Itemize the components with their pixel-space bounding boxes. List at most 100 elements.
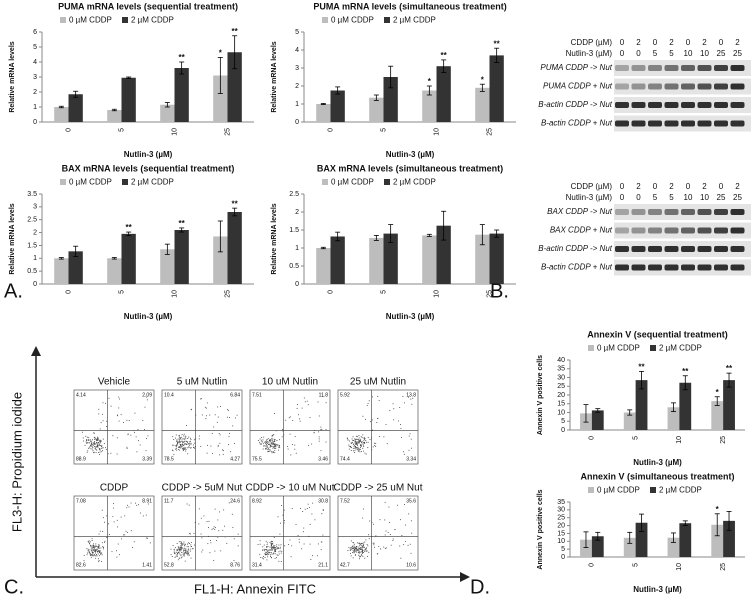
event-dot: [182, 447, 184, 449]
event-dot: [276, 557, 277, 559]
event-dot: [359, 448, 361, 450]
bar: [679, 382, 692, 430]
event-dot: [179, 440, 180, 442]
event-dot: [351, 442, 352, 444]
legend-label: 0 µM CDDP: [331, 178, 374, 187]
event-dot: [357, 552, 359, 553]
quadrant-percent: 31.4: [252, 562, 262, 568]
event-dot: [271, 443, 273, 444]
y-tick-label: 3.5: [27, 191, 37, 198]
event-dot: [113, 507, 115, 509]
event-dot: [369, 520, 371, 522]
event-dot: [102, 450, 104, 452]
event-dot: [259, 540, 261, 542]
event-dot: [88, 439, 90, 441]
event-dot: [265, 548, 267, 550]
event-dot: [273, 550, 275, 552]
event-dot: [192, 548, 194, 550]
event-dot: [407, 544, 409, 546]
event-dot: [302, 531, 304, 533]
event-dot: [125, 530, 127, 532]
event-dot: [275, 548, 277, 550]
event-dot: [97, 444, 99, 446]
event-dot: [122, 534, 124, 536]
y-tick-label: 1.5: [289, 227, 299, 234]
event-dot: [359, 448, 360, 450]
event-dot: [145, 537, 147, 539]
blot-row-label: PUMA CDDP -> Nut: [540, 63, 612, 72]
event-dot: [182, 444, 184, 446]
event-dot: [295, 524, 297, 526]
bar: [174, 68, 189, 122]
event-dot: [90, 441, 92, 443]
event-dot: [354, 441, 356, 443]
event-dot: [126, 447, 128, 449]
y-tick-label: 1: [295, 101, 299, 108]
lane-label: 0: [653, 182, 658, 191]
event-dot: [175, 446, 177, 448]
event-dot: [180, 545, 182, 547]
event-dot: [362, 552, 364, 554]
event-dot: [178, 551, 180, 553]
event-dot: [354, 446, 356, 448]
bar: [330, 90, 345, 122]
event-dot: [301, 407, 303, 409]
event-dot: [306, 508, 308, 509]
event-dot: [182, 441, 184, 443]
event-dot: [86, 439, 88, 440]
event-dot: [91, 443, 93, 445]
x-tick-label: 10: [171, 290, 178, 298]
event-dot: [183, 541, 185, 543]
event-dot: [362, 550, 364, 552]
event-dot: [295, 452, 297, 454]
event-dot: [185, 551, 187, 553]
event-dot: [212, 452, 213, 454]
event-dot: [403, 451, 405, 453]
event-dot: [273, 545, 274, 547]
event-dot: [371, 437, 373, 439]
bar: [160, 249, 175, 284]
event-dot: [97, 444, 99, 446]
blot-band: [697, 102, 712, 108]
event-dot: [362, 545, 364, 547]
event-dot: [86, 442, 88, 444]
event-dot: [118, 396, 120, 398]
event-dot: [146, 537, 148, 539]
event-dot: [176, 549, 178, 551]
event-dot: [86, 440, 88, 442]
event-dot: [354, 443, 356, 445]
event-dot: [98, 413, 100, 415]
event-dot: [93, 442, 95, 444]
event-dot: [191, 546, 192, 547]
event-dot: [383, 546, 385, 548]
event-dot: [269, 449, 271, 451]
x-tick-label: 0: [589, 436, 596, 440]
event-dot: [173, 454, 175, 456]
event-dot: [91, 540, 93, 541]
event-dot: [308, 535, 310, 537]
event-dot: [350, 449, 352, 451]
event-dot: [358, 552, 360, 554]
event-dot: [389, 521, 391, 523]
x-tick-label: 10: [171, 128, 178, 136]
blot-band: [714, 264, 728, 271]
event-dot: [88, 550, 90, 552]
event-dot: [360, 438, 362, 440]
event-dot: [351, 548, 353, 550]
event-dot: [362, 552, 364, 554]
y-tick-label: 2: [33, 229, 37, 236]
event-dot: [259, 438, 261, 440]
event-dot: [393, 408, 395, 410]
event-dot: [270, 549, 272, 551]
event-dot: [97, 551, 98, 552]
event-dot: [404, 540, 406, 542]
event-dot: [128, 420, 130, 421]
y-tick-label: 15: [557, 530, 565, 537]
event-dot: [279, 547, 281, 549]
event-dot: [385, 423, 387, 425]
event-dot: [171, 555, 173, 557]
event-dot: [361, 550, 363, 551]
event-dot: [352, 447, 354, 449]
event-dot: [404, 524, 406, 526]
lane-label: 0: [653, 38, 658, 47]
